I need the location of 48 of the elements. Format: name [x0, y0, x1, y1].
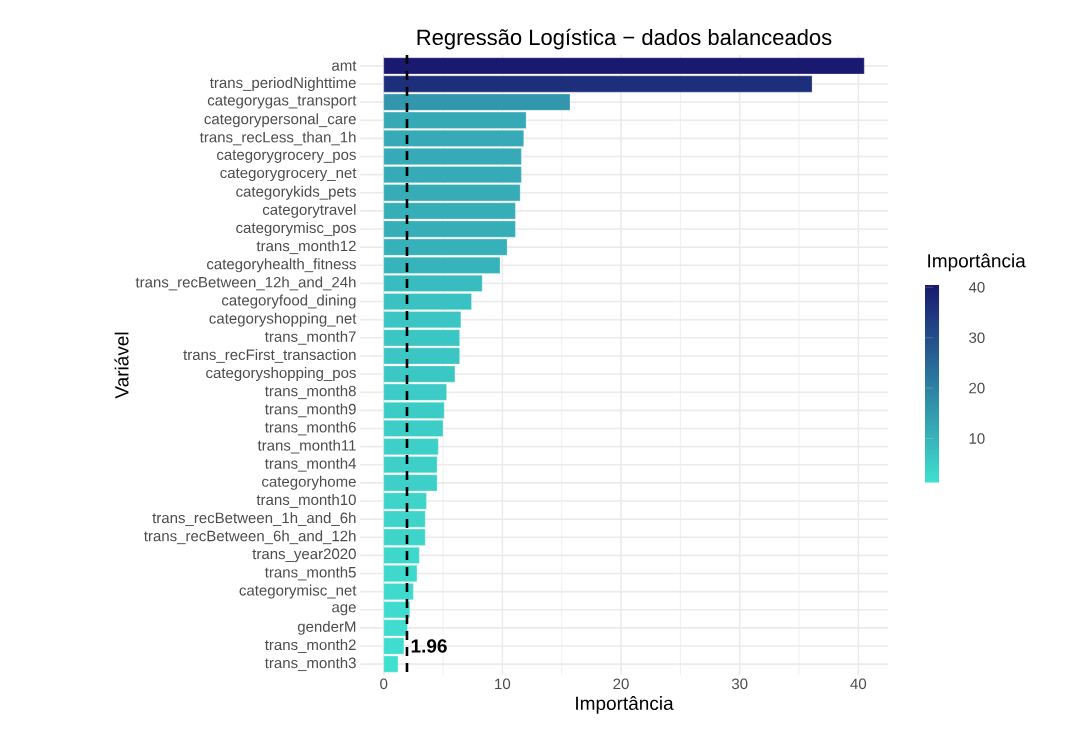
- y-tick-label: categorykids_pets: [236, 185, 356, 200]
- y-tick-label: amt: [332, 60, 357, 71]
- color-bar-label: 10: [969, 433, 985, 444]
- y-tick-label: categoryshopping_net: [209, 312, 357, 327]
- y-tick-label: trans_month10: [256, 494, 356, 508]
- x-tick-label: 40: [850, 678, 867, 690]
- color-bar-title: Importância: [928, 253, 1026, 272]
- y-tick-label: categorygrocery_pos: [217, 150, 356, 163]
- y-tick-label: age: [332, 604, 356, 616]
- x-tick-label: 30: [731, 678, 748, 690]
- color-bar-label: 40: [968, 282, 985, 293]
- y-tick-label: categorygrocery_net: [220, 168, 357, 182]
- y-tick-label: genderM: [297, 620, 356, 635]
- x-axis-title: Importância: [576, 696, 674, 714]
- x-tick-label: 20: [613, 678, 629, 690]
- y-tick-label: trans_month4: [264, 457, 357, 472]
- color-bar-label: 20: [969, 382, 985, 394]
- y-tick-label: trans_month2: [264, 639, 356, 653]
- y-tick-label: trans_month11: [257, 439, 356, 454]
- y-tick-label: trans_month12: [256, 240, 356, 255]
- y-tick-label: trans_month6: [264, 421, 356, 436]
- y-tick-label: categoryhome: [262, 475, 356, 490]
- y-tick-label: trans_recBetween_6h_and_12h: [144, 530, 356, 545]
- x-tick-label: 10: [495, 678, 511, 690]
- y-tick-label: trans_month3: [264, 657, 356, 672]
- y-tick-label: trans_year2020: [252, 548, 356, 563]
- y-tick-label: trans_recBetween_1h_and_6h: [152, 512, 356, 527]
- ref-line-label: 1.96: [411, 639, 447, 653]
- y-tick-label: trans_month5: [264, 566, 356, 581]
- y-tick-label: categoryfood_dining: [222, 294, 356, 309]
- color-bar-label: 30: [969, 332, 985, 343]
- y-tick-label: trans_recLess_than_1h: [199, 131, 356, 146]
- y-tick-label: categorygas_transport: [207, 95, 357, 109]
- y-tick-label: categorymisc_pos: [236, 222, 356, 237]
- y-tick-label: categoryshopping_pos: [206, 367, 356, 382]
- chart-title: Regressão Logística − dados balanceados: [417, 28, 832, 50]
- y-tick-label: trans_month7: [264, 330, 356, 345]
- y-tick-label: trans_month9: [264, 403, 356, 418]
- y-tick-label: categorytravel: [262, 203, 356, 218]
- y-tick-label: trans_recBetween_12h_and_24h: [135, 276, 356, 291]
- y-tick-label: categoryhealth_fitness: [207, 258, 356, 273]
- y-axis-title: Variável: [114, 332, 129, 399]
- x-tick-label: 0: [380, 678, 388, 690]
- y-tick-label: trans_month8: [264, 385, 356, 400]
- y-tick-label: categorypersonal_care: [204, 113, 356, 128]
- y-tick-label: trans_periodNighttime: [209, 77, 356, 91]
- y-tick-label: trans_recFirst_transaction: [183, 349, 356, 363]
- y-tick-label: categorymisc_net: [239, 584, 357, 599]
